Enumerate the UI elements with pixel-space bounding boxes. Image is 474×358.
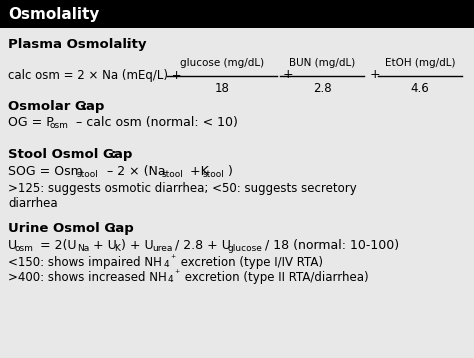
Text: stool: stool	[77, 170, 99, 179]
Text: osm: osm	[50, 121, 69, 130]
Text: +: +	[283, 68, 293, 82]
Text: K: K	[114, 244, 120, 253]
Text: Urine Osmol Gap: Urine Osmol Gap	[8, 222, 134, 235]
Text: U: U	[8, 239, 17, 252]
Text: <150: shows impaired NH: <150: shows impaired NH	[8, 256, 162, 269]
Text: Osmolality: Osmolality	[8, 6, 100, 21]
Text: EtOH (mg/dL): EtOH (mg/dL)	[385, 58, 455, 68]
Text: ⁺: ⁺	[170, 254, 175, 264]
Text: +K: +K	[186, 165, 209, 178]
Text: :: :	[111, 222, 117, 235]
Text: >125: suggests osmotic diarrhea; <50: suggests secretory: >125: suggests osmotic diarrhea; <50: su…	[8, 182, 357, 195]
Text: Stool Osmol Gap: Stool Osmol Gap	[8, 148, 132, 161]
Text: + U: + U	[89, 239, 117, 252]
Text: stool: stool	[162, 170, 184, 179]
Text: SOG = Osm: SOG = Osm	[8, 165, 83, 178]
Text: / 18 (normal: 10-100): / 18 (normal: 10-100)	[261, 239, 399, 252]
Text: – 2 × (Na: – 2 × (Na	[103, 165, 165, 178]
Text: >400: shows increased NH: >400: shows increased NH	[8, 271, 167, 284]
Text: OG = P: OG = P	[8, 116, 54, 129]
Text: osm: osm	[15, 244, 34, 253]
Text: :: :	[82, 100, 87, 113]
Text: glucose (mg/dL): glucose (mg/dL)	[180, 58, 264, 68]
Text: Na: Na	[77, 244, 89, 253]
Text: 4.6: 4.6	[410, 82, 429, 95]
Text: urea: urea	[152, 244, 173, 253]
Text: 4: 4	[164, 260, 170, 269]
Text: ⁺: ⁺	[174, 269, 179, 279]
Text: 4: 4	[168, 275, 173, 284]
Text: Osmolar Gap: Osmolar Gap	[8, 100, 104, 113]
Text: :: :	[126, 38, 131, 51]
Text: :: :	[111, 148, 117, 161]
Bar	[0, 0, 474, 28]
Text: excretion (type I/IV RTA): excretion (type I/IV RTA)	[177, 256, 323, 269]
Text: 18: 18	[215, 82, 229, 95]
Text: – calc osm (normal: < 10): – calc osm (normal: < 10)	[72, 116, 238, 129]
Text: diarrhea: diarrhea	[8, 197, 58, 210]
Text: stool: stool	[203, 170, 225, 179]
Text: calc osm = 2 × Na (mEq/L) +: calc osm = 2 × Na (mEq/L) +	[8, 68, 182, 82]
Text: = 2(U: = 2(U	[36, 239, 76, 252]
Text: ): )	[228, 165, 233, 178]
Text: excretion (type II RTA/diarrhea): excretion (type II RTA/diarrhea)	[181, 271, 369, 284]
Text: 2.8: 2.8	[313, 82, 331, 95]
Text: / 2.8 + U: / 2.8 + U	[171, 239, 231, 252]
Text: Plasma Osmolality: Plasma Osmolality	[8, 38, 146, 51]
Text: ) + U: ) + U	[121, 239, 154, 252]
Text: BUN (mg/dL): BUN (mg/dL)	[289, 58, 355, 68]
Text: +: +	[370, 68, 381, 82]
Text: glucose: glucose	[228, 244, 263, 253]
